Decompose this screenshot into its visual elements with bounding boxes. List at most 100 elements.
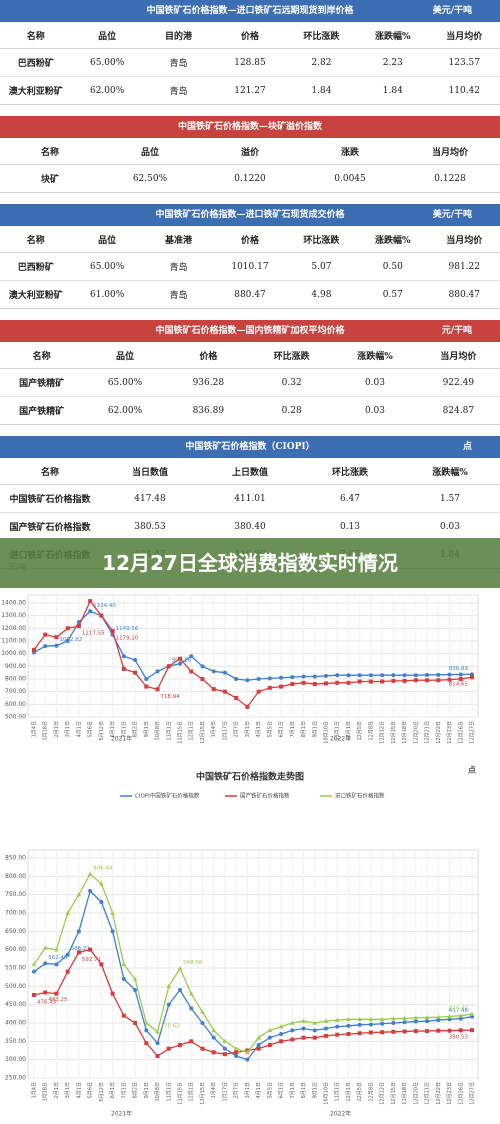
column-header: 溢价 bbox=[200, 138, 300, 165]
point bbox=[245, 1049, 250, 1055]
point bbox=[110, 991, 115, 996]
x-tick-label: 12月1日 bbox=[189, 721, 195, 741]
table-cell: 936.28 bbox=[166, 368, 250, 397]
data-label: 380.53 bbox=[449, 1035, 469, 1041]
table-cell: 澳大利亚粉矿 bbox=[0, 76, 72, 104]
point bbox=[357, 1022, 362, 1027]
point bbox=[188, 991, 194, 996]
legend-label: CIOPI中国铁矿石价格指数 bbox=[135, 792, 200, 800]
table-cell: 2.23 bbox=[357, 48, 429, 77]
x-tick-label: 12月8日 bbox=[368, 1082, 374, 1102]
point bbox=[279, 1032, 284, 1036]
column-header: 涨跌幅% bbox=[357, 226, 429, 253]
point bbox=[413, 1015, 419, 1020]
table-cell: 巴西粉矿 bbox=[0, 252, 72, 281]
table-cell: 380.40 bbox=[200, 512, 300, 541]
table: 名称 品位 基准港 价格 环比涨跌 涨跌幅% 当月均价 巴西粉矿 65.00% 青岛 1010.17… bbox=[0, 226, 500, 308]
table-cell: 121.27 bbox=[214, 76, 286, 104]
column-header: 涨跌幅% bbox=[357, 22, 429, 49]
point bbox=[99, 900, 104, 904]
column-header: 基准港 bbox=[142, 226, 215, 253]
column-header: 上日数值 bbox=[200, 458, 300, 485]
column-header: 品位 bbox=[71, 226, 143, 253]
column-header: 当月均价 bbox=[428, 22, 500, 49]
column-header: 环比涨跌 bbox=[285, 226, 358, 253]
x-tick-label: 10月8日 bbox=[155, 721, 161, 741]
point bbox=[346, 1032, 351, 1036]
x-tick-label: 1月4日 bbox=[211, 1082, 217, 1098]
banner: 12月27日全球消费指数实时情况 bbox=[0, 538, 500, 588]
point bbox=[458, 672, 463, 677]
point bbox=[245, 1057, 250, 1062]
point bbox=[256, 1043, 261, 1047]
point bbox=[155, 669, 160, 674]
data-label: 1217.55 bbox=[82, 631, 105, 637]
point bbox=[458, 1016, 463, 1021]
table-cell: 4.98 bbox=[285, 280, 358, 308]
point bbox=[54, 962, 59, 967]
point bbox=[436, 1018, 441, 1023]
point bbox=[234, 677, 239, 681]
point bbox=[324, 681, 328, 686]
table-cell: 128.85 bbox=[214, 48, 286, 77]
point bbox=[211, 669, 216, 674]
table-cell: 824.87 bbox=[416, 396, 500, 424]
legend-label: 进口铁矿石价格指数 bbox=[335, 792, 385, 800]
point bbox=[402, 1020, 407, 1025]
column-header: 名称 bbox=[0, 342, 84, 369]
point bbox=[245, 678, 250, 683]
point bbox=[279, 1039, 284, 1044]
table-cell: 国产铁精矿 bbox=[0, 368, 84, 397]
table-cell: 6.47 bbox=[300, 484, 400, 513]
y-tick-label: 1300.00 bbox=[1, 612, 26, 619]
point bbox=[65, 969, 70, 974]
point bbox=[222, 1038, 228, 1044]
point bbox=[155, 1054, 160, 1058]
point bbox=[42, 945, 48, 950]
point bbox=[424, 1015, 430, 1020]
y-tick-label: 1200.00 bbox=[1, 625, 26, 632]
data-label: 592.71 bbox=[82, 957, 101, 963]
x-tick-label: 1月18日 bbox=[43, 1082, 49, 1102]
point bbox=[32, 992, 36, 997]
x-tick-label: 12月23日 bbox=[447, 1082, 453, 1105]
table-unit: 元/干吨 bbox=[441, 326, 472, 336]
point bbox=[76, 892, 82, 897]
point bbox=[267, 1035, 272, 1040]
table-unit: 美元/干吨 bbox=[432, 210, 472, 220]
table-cell: 62.00% bbox=[71, 76, 143, 104]
y-tick-label: 800.00 bbox=[5, 873, 26, 880]
table-row: 澳大利亚粉矿 62.00% 青岛 121.27 1.84 1.84 110.42 bbox=[0, 76, 500, 104]
chart-title: 中国铁矿石价格指数走势图 bbox=[196, 771, 304, 783]
x-tick-label: 9月1日 bbox=[144, 721, 150, 737]
x-tick-label: 1月4日 bbox=[211, 721, 217, 737]
y-tick-label: 300.00 bbox=[5, 1056, 26, 1063]
table-cell: 880.47 bbox=[428, 280, 500, 308]
x-tick-label: 4月1日 bbox=[256, 721, 262, 737]
table-cell: 0.1220 bbox=[200, 164, 300, 192]
point bbox=[334, 1017, 340, 1022]
table-row: 巴西粉矿 65.00% 青岛 128.85 2.82 2.23 123.57 bbox=[0, 48, 500, 77]
point bbox=[413, 1019, 418, 1024]
point bbox=[133, 1021, 138, 1025]
y-tick-label: 500.00 bbox=[5, 714, 26, 721]
point bbox=[290, 675, 295, 680]
x-tick-label: 12月21日 bbox=[425, 721, 431, 744]
point bbox=[402, 1029, 407, 1034]
x-tick-label: 1月18日 bbox=[43, 721, 49, 741]
point bbox=[178, 661, 182, 666]
point bbox=[458, 677, 463, 681]
point bbox=[425, 678, 430, 683]
point bbox=[368, 679, 373, 684]
point bbox=[323, 1018, 329, 1023]
point bbox=[144, 684, 149, 689]
point bbox=[436, 678, 441, 683]
point bbox=[178, 988, 182, 992]
point bbox=[346, 673, 351, 678]
table-title: 中国铁矿石价格指数（CIOPI） bbox=[185, 442, 315, 452]
table-row: 国产铁精矿 62.00% 836.89 0.28 0.03 824.87 bbox=[0, 396, 500, 424]
point bbox=[413, 678, 418, 683]
table-cell: 青岛 bbox=[142, 280, 215, 308]
point bbox=[31, 961, 37, 967]
table-cell: 青岛 bbox=[142, 76, 215, 104]
